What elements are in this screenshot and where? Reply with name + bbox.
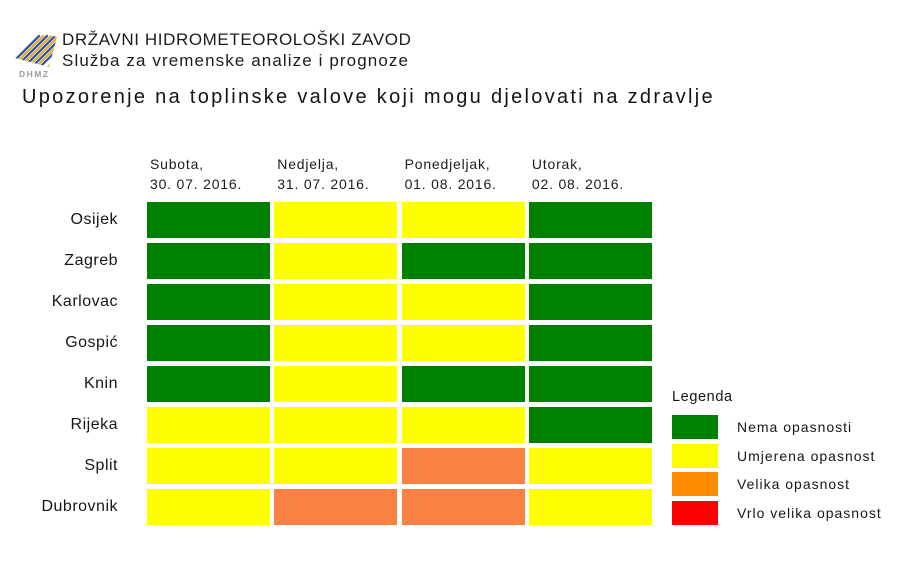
column-header-1: Subota, 30. 07. 2016. [147,154,270,194]
heat-cell-gospić-day3 [401,325,525,361]
legend-items: Nema opasnosti Umjerena opasnost Velika op… [672,415,882,525]
heat-cell-split-day3 [401,448,525,484]
legend-swatch [672,415,718,439]
heat-cell-split-day4 [528,448,652,484]
column-date: 31. 07. 2016. [277,176,370,192]
heat-cell-zagreb-day2 [274,243,398,279]
logo-dhmz-text: DHMZ [19,69,50,79]
heat-cell-split-day2 [274,448,398,484]
row-label-gospić: Gospić [65,334,118,351]
row-label-karlovac: Karlovac [51,293,118,310]
column-day: Subota, [150,156,204,172]
heat-cell-dubrovnik-day1 [147,489,270,525]
heat-cell-gospić-day1 [147,325,270,361]
heat-cell-knin-day2 [274,366,398,402]
dhmz-logo: DHMZ [15,34,57,79]
column-date: 30. 07. 2016. [150,176,243,192]
row-label-rijeka: Rijeka [70,416,118,433]
column-headers: Subota, 30. 07. 2016. Nedjelja, 31. 07. 201… [147,154,652,194]
column-date: 01. 08. 2016. [404,176,497,192]
legend-item-4: Vrlo velika opasnost [672,500,882,525]
legend-item-1: Nema opasnosti [672,415,882,439]
heat-cell-karlovac-day3 [401,284,525,320]
legend-label: Nema opasnosti [737,419,853,435]
heat-cell-knin-day3 [401,366,525,402]
legend-item-3: Velika opasnost [672,472,882,496]
column-header-4: Utorak, 02. 08. 2016. [529,154,652,194]
heat-cell-osijek-day2 [274,202,398,238]
heat-cell-dubrovnik-day2 [274,489,398,525]
heat-cell-osijek-day4 [528,202,652,238]
heat-cell-karlovac-day4 [528,284,652,320]
heat-cell-rijeka-day3 [401,407,525,443]
heat-cell-karlovac-day1 [147,284,270,320]
heat-cell-dubrovnik-day3 [401,489,525,525]
heat-cell-rijeka-day4 [528,407,652,443]
row-label-osijek: Osijek [70,211,118,228]
heat-cell-osijek-day3 [401,202,525,238]
legend-label: Velika opasnost [737,476,851,492]
row-label-dubrovnik: Dubrovnik [41,498,118,515]
heat-cell-zagreb-day4 [528,243,652,279]
row-labels: Osijek Zagreb Karlovac Gospić Knin Rijeka Spli… [0,202,118,530]
heat-cell-rijeka-day2 [274,407,398,443]
column-day: Utorak, [531,156,583,172]
heat-cell-osijek-day1 [147,202,270,238]
heat-cell-gospić-day2 [274,325,398,361]
heat-cell-knin-day4 [528,366,652,402]
legend: Legenda Nema opasnosti Umjerena opasnost V… [672,389,882,529]
heat-cell-split-day1 [147,448,270,484]
row-label-split: Split [84,457,118,474]
legend-label: Vrlo velika opasnost [737,504,882,521]
heat-cell-zagreb-day3 [401,243,525,279]
row-label-knin: Knin [83,375,118,392]
column-header-2: Nedjelja, 31. 07. 2016. [274,154,397,194]
heatmap-grid [147,202,652,525]
legend-swatch [672,500,718,525]
column-day: Nedjelja, [277,156,339,172]
heat-cell-dubrovnik-day4 [528,489,652,525]
heat-cell-knin-day1 [147,366,270,402]
heat-cell-gospić-day4 [528,325,652,361]
legend-item-2: Umjerena opasnost [672,443,882,468]
org-unit: Služba za vremenske analize i prognoze [62,51,410,70]
heat-cell-karlovac-day2 [274,284,398,320]
row-label-zagreb: Zagreb [64,252,118,269]
page-title: Upozorenje na toplinske valove koji mogu… [22,86,715,108]
heat-cell-rijeka-day1 [147,407,270,443]
legend-swatch [672,443,718,468]
column-header-3: Ponedjeljak, 01. 08. 2016. [402,154,525,194]
column-day: Ponedjeljak, [404,156,491,172]
column-date: 02. 08. 2016. [531,176,625,192]
legend-swatch [672,472,718,496]
org-name: DRŽAVNI HIDROMETEOROLOŠKI ZAVOD [62,30,412,49]
legend-label: Umjerena opasnost [737,447,876,464]
legend-title: Legenda [672,389,733,405]
heat-cell-zagreb-day1 [147,243,270,279]
